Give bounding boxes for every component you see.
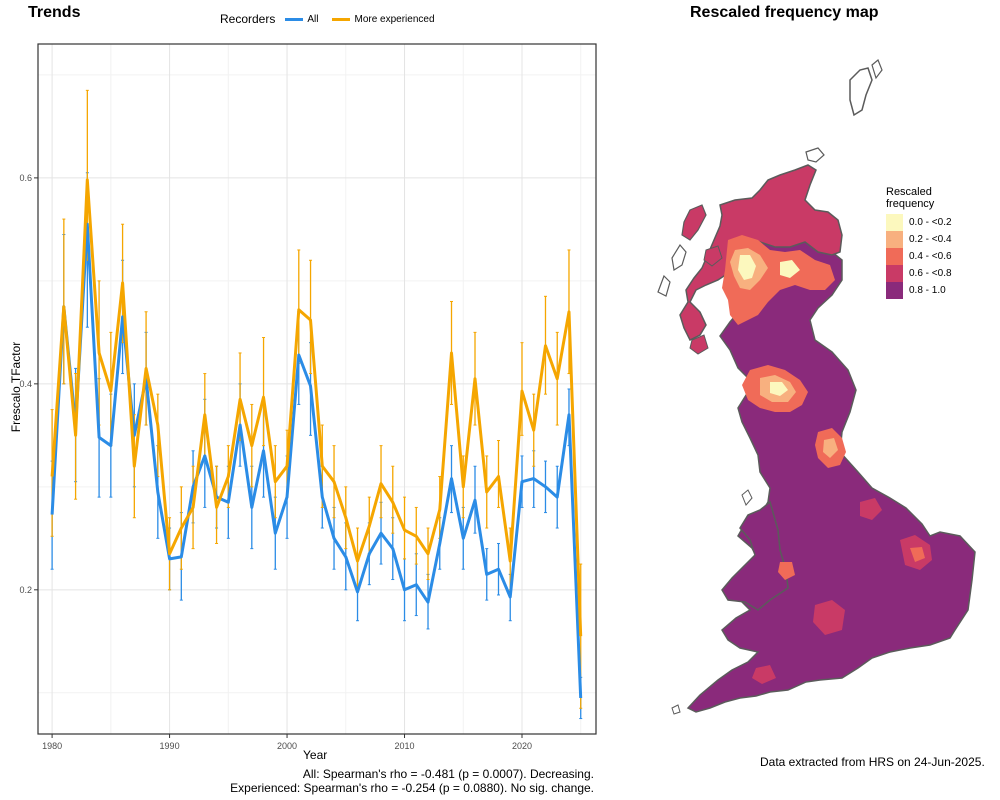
y-tick-label: 0.6: [19, 173, 32, 183]
chart-title: Trends: [28, 4, 81, 21]
map-sw-patch: [752, 665, 776, 684]
map-legend-label: 0.2 - <0.4: [909, 234, 952, 245]
map-legend-item: 0.0 - <0.2: [886, 214, 952, 231]
stat-line-all: All: Spearman's rho = -0.481 (p = 0.0007…: [302, 767, 594, 781]
map-legend-swatch: [886, 231, 903, 248]
legend-label-all: All: [307, 13, 319, 25]
plot-border: [37, 43, 597, 735]
map-legend-swatch: [886, 214, 903, 231]
map-isle-man: [741, 489, 753, 506]
map-legend-swatch: [886, 282, 903, 299]
series-line-experienced: [50, 178, 583, 637]
map-legend-item: 0.6 - <0.8: [886, 265, 952, 282]
y-tick-label: 0.4: [19, 379, 32, 389]
map-wales-patch: [778, 562, 795, 580]
map-isle-mull: [689, 334, 709, 355]
map-legend-label: 0.6 - <0.8: [909, 268, 952, 279]
legend-key-experienced: [332, 17, 351, 21]
map-legend-label: 0.4 - <0.6: [909, 251, 952, 262]
map-hebrides: [681, 204, 707, 241]
map-east-light: [910, 547, 925, 562]
map-legend: Rescaled frequency 0.0 - <0.2 0.2 - <0.4…: [886, 186, 952, 299]
frequency-map: [657, 59, 976, 715]
x-axis-label: Year: [303, 748, 328, 762]
series-line-all: [50, 222, 583, 699]
legend-label-experienced: More experienced: [354, 13, 435, 25]
map-legend-label: 0.0 - <0.2: [909, 217, 952, 228]
map-legend-swatch: [886, 265, 903, 282]
map-legend-title: Rescaled frequency: [886, 186, 952, 210]
map-legend-label: 0.8 - 1.0: [909, 285, 946, 296]
map-legend-title-line2: frequency: [886, 198, 935, 210]
map-legend-title-line1: Rescaled: [886, 186, 932, 198]
map-isle-skye: [703, 245, 723, 267]
map-shetland-2: [871, 59, 883, 80]
x-tick-label: 2020: [512, 741, 532, 751]
x-tick-label: 1990: [160, 741, 180, 751]
map-shetland: [849, 67, 873, 117]
map-highlands-pale-2: [780, 260, 800, 278]
map-highlands-pale: [738, 255, 756, 280]
map-orkney: [805, 147, 825, 163]
x-tick-label: 1980: [42, 741, 62, 751]
map-midlands-patch: [813, 600, 845, 635]
legend-title: Recorders: [220, 12, 276, 26]
map-isle-scilly: [671, 704, 681, 715]
map-hebrides-3: [657, 274, 671, 297]
y-axis-label: Frescalo TFactor: [9, 341, 23, 433]
legend-key-all: [285, 17, 304, 21]
x-tick-label: 2010: [395, 741, 415, 751]
trend-chart: 1980 1990 2000 2010 2020 0.2 0.4 0.6: [19, 43, 597, 751]
map-legend-swatch: [886, 248, 903, 265]
map-lakes-light: [823, 438, 838, 458]
x-tick-label: 2000: [277, 741, 297, 751]
map-legend-item: 0.8 - 1.0: [886, 282, 952, 299]
map-legend-item: 0.2 - <0.4: [886, 231, 952, 248]
map-title: Rescaled frequency map: [690, 4, 879, 21]
y-tick-label: 0.2: [19, 585, 32, 595]
map-hebrides-2: [671, 243, 687, 271]
map-central-pale: [770, 382, 788, 396]
data-footnote: Data extracted from HRS on 24-Jun-2025.: [760, 755, 985, 769]
map-legend-item: 0.4 - <0.6: [886, 248, 952, 265]
stat-line-experienced: Experienced: Spearman's rho = -0.254 (p …: [230, 781, 594, 795]
map-pennine-patch: [860, 498, 882, 520]
chart-legend: Recorders All More experienced: [220, 12, 445, 26]
